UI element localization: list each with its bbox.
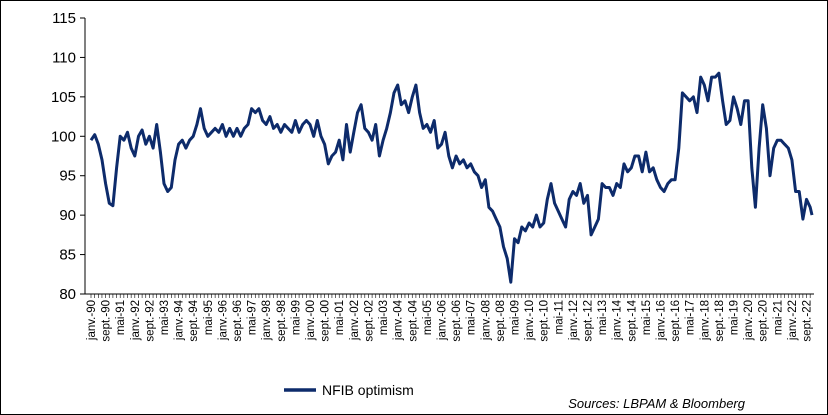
y-tick-label: 80 bbox=[59, 286, 76, 303]
x-tick-label: mai-91 bbox=[115, 300, 127, 335]
y-tick-label: 90 bbox=[59, 207, 76, 224]
x-tick-label: mai-97 bbox=[247, 300, 259, 335]
x-tick-label: janv.-02 bbox=[349, 300, 361, 341]
x-tick-label: janv.-92 bbox=[130, 300, 142, 341]
x-tick-label: janv.-00 bbox=[305, 300, 317, 341]
x-tick-label: sept.-94 bbox=[188, 299, 200, 341]
x-tick-label: janv.-06 bbox=[436, 300, 448, 341]
x-tick-label: sept.-20 bbox=[758, 300, 770, 342]
x-tick-label: sept.-92 bbox=[144, 300, 156, 342]
x-tick-label: mai-05 bbox=[422, 300, 434, 335]
x-tick-label: mai-99 bbox=[290, 300, 302, 335]
x-tick-label: mai-19 bbox=[729, 300, 741, 335]
y-tick-label: 115 bbox=[52, 10, 76, 27]
y-tick-label: 85 bbox=[59, 247, 76, 264]
x-axis: janv.-90 sept.-90 mai-91 janv.-92 sept.-92 ma… bbox=[85, 293, 814, 342]
y-tick-label: 110 bbox=[52, 49, 76, 66]
series-line-nfib-optimism bbox=[89, 71, 814, 284]
x-tick-label: janv.-22 bbox=[787, 300, 799, 341]
x-tick-label: sept.-06 bbox=[451, 300, 463, 342]
x-tick-label: sept.-14 bbox=[626, 299, 638, 341]
x-tick-label: janv.-98 bbox=[261, 300, 273, 341]
x-tick-label: mai-11 bbox=[553, 300, 565, 334]
x-tick-label: sept.-18 bbox=[714, 300, 726, 342]
x-tick-label: janv.-96 bbox=[217, 300, 229, 341]
x-tick-label: mai-95 bbox=[203, 300, 215, 335]
x-tick-label: mai-13 bbox=[597, 300, 609, 335]
x-tick-label: mai-93 bbox=[159, 300, 171, 335]
y-axis: 80 85 90 95 100 105 110 115 bbox=[51, 10, 86, 303]
x-tick-label: mai-15 bbox=[641, 300, 653, 335]
x-tick-label: mai-07 bbox=[466, 300, 478, 335]
x-tick-label: janv.-94 bbox=[174, 299, 186, 341]
x-tick-label: janv.-16 bbox=[655, 300, 667, 341]
x-tick-label: janv.-14 bbox=[612, 299, 624, 341]
x-tick-label: mai-01 bbox=[334, 300, 346, 335]
x-tick-label: janv.-18 bbox=[699, 300, 711, 341]
x-tick-label: sept.-02 bbox=[363, 300, 375, 342]
x-tick-label: mai-09 bbox=[509, 300, 521, 335]
y-tick-label: 100 bbox=[51, 128, 76, 145]
x-tick-label: sept.-90 bbox=[101, 300, 113, 342]
x-tick-label: sept.-98 bbox=[276, 300, 288, 342]
x-tick-label: mai-21 bbox=[772, 300, 784, 335]
x-tick-label: janv.-90 bbox=[86, 300, 98, 341]
x-tick-label: mai-03 bbox=[378, 300, 390, 335]
x-tick-label: janv.-10 bbox=[524, 300, 536, 341]
x-tick-label: mai-17 bbox=[685, 300, 697, 335]
x-tick-label: sept.-08 bbox=[495, 300, 507, 342]
x-tick-label: janv.-20 bbox=[743, 300, 755, 341]
plot-area bbox=[89, 71, 814, 284]
x-tick-label: janv.-12 bbox=[568, 300, 580, 341]
x-tick-label: sept.-00 bbox=[320, 300, 332, 342]
x-tick-label: sept.-96 bbox=[232, 300, 244, 342]
legend: NFIB optimism bbox=[284, 382, 414, 398]
x-tick-label: sept.-04 bbox=[407, 299, 419, 341]
x-tick-label: sept.-10 bbox=[539, 300, 551, 342]
x-tick-label: sept.-16 bbox=[670, 300, 682, 342]
y-tick-label: 105 bbox=[51, 89, 76, 106]
x-tick-label: janv.-04 bbox=[393, 299, 405, 341]
x-tick-label: sept.-12 bbox=[582, 300, 594, 342]
x-tick-label: sept.-22 bbox=[802, 300, 814, 342]
x-tick-label: janv.-08 bbox=[480, 300, 492, 341]
legend-label: NFIB optimism bbox=[322, 382, 414, 398]
y-tick-label: 95 bbox=[59, 168, 76, 185]
source-note: Sources: LBPAM & Bloomberg bbox=[568, 396, 746, 411]
